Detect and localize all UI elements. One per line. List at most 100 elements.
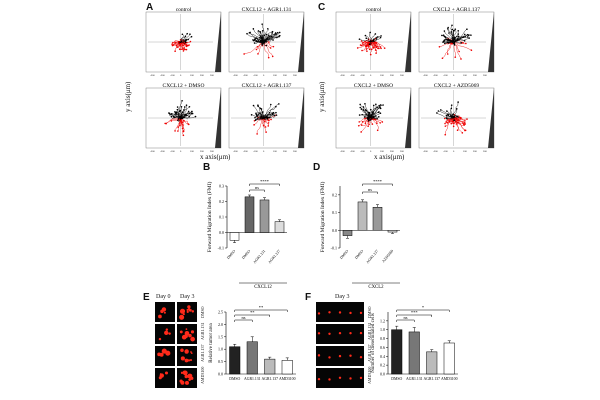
track-endpoint [457, 116, 459, 118]
cell-spot [328, 378, 331, 381]
scale-wedge [488, 88, 494, 148]
cell-spot [190, 336, 195, 342]
track-black [263, 35, 280, 43]
track-endpoint [275, 105, 277, 108]
track-endpoint [448, 32, 450, 34]
cell-spot [317, 332, 321, 335]
track-endpoint [246, 32, 248, 35]
y-axis-label: Number of disseminated cells [371, 313, 376, 373]
track-endpoint [444, 122, 446, 125]
cell-spot [328, 356, 331, 359]
track-endpoint [278, 34, 281, 37]
image-row-label: DMSO [200, 306, 205, 318]
cell-spot [180, 348, 184, 353]
track-endpoint [456, 129, 459, 132]
track-endpoint [452, 125, 455, 128]
cell-spot [161, 307, 167, 312]
track-endpoint [273, 114, 276, 117]
track-endpoint [248, 32, 251, 34]
track-black [370, 37, 377, 43]
cell-spot [180, 380, 185, 385]
track-red [359, 116, 371, 123]
track-endpoint [470, 34, 472, 36]
track-endpoint [379, 106, 381, 109]
track-endpoint [164, 122, 166, 125]
track-endpoint [177, 126, 179, 128]
y-tick-label: 1.0 [380, 327, 385, 332]
panel-e-label: E [143, 292, 150, 303]
panel-a-xlabel: x axis(μm) [200, 153, 231, 161]
track-endpoint [257, 113, 260, 115]
track-endpoint [369, 118, 371, 121]
track-endpoint [445, 38, 448, 40]
cell-spot [359, 355, 363, 359]
tick-label: 100 [190, 74, 195, 77]
track-endpoint [188, 44, 190, 46]
track-red [453, 41, 472, 51]
track-endpoint [462, 36, 465, 38]
track-endpoint [454, 28, 457, 30]
track-endpoint [272, 111, 275, 114]
category-label: DMSO [229, 377, 240, 381]
track-endpoint [436, 112, 438, 114]
track-endpoint [254, 116, 256, 119]
category-label: AMD3100 [441, 377, 458, 381]
track-black [255, 117, 264, 120]
track-endpoint [439, 109, 442, 111]
image-row-label: AGR1.131 [200, 322, 205, 340]
category-label: AGR1.131 [244, 377, 261, 381]
track-black [180, 33, 188, 43]
track-black [446, 39, 454, 43]
track-endpoint [455, 123, 458, 125]
track-endpoint [379, 36, 382, 39]
bar [229, 232, 240, 241]
track-endpoint [463, 122, 466, 124]
track-endpoint [276, 31, 279, 34]
track-endpoint [174, 130, 176, 132]
fluorescence-image [155, 302, 175, 322]
track-endpoint [271, 55, 274, 58]
track-endpoint [366, 50, 368, 52]
panel-f-col-day3: Day 3 [335, 294, 350, 300]
track-endpoint [444, 125, 447, 127]
track-endpoint [464, 123, 466, 125]
tick-label: 200 [390, 150, 395, 153]
track-endpoint [367, 119, 370, 122]
track-endpoint [179, 124, 181, 127]
track-endpoint [377, 36, 379, 38]
track-endpoint [359, 103, 361, 106]
track-endpoint [181, 127, 184, 130]
cell-spot [190, 376, 194, 380]
track-black [453, 30, 459, 43]
bar [357, 201, 368, 231]
cell-spot [349, 331, 352, 335]
track-endpoint [370, 48, 373, 51]
category-label: DMSO [391, 377, 402, 381]
significance-label: **** [373, 179, 383, 184]
track-endpoint [255, 40, 258, 43]
track-endpoint [364, 109, 367, 111]
track-endpoint [361, 49, 363, 52]
track-endpoint [278, 103, 280, 105]
tick-label: 300 [400, 150, 405, 153]
y-axis-label: Forward Migration Index (FMI) [206, 181, 213, 252]
track-endpoint [375, 52, 377, 54]
track-endpoint [177, 119, 179, 122]
track-endpoint [380, 47, 382, 50]
track-endpoint [267, 56, 270, 59]
track-endpoint [255, 48, 258, 51]
track-endpoint [380, 35, 382, 37]
tick-label: 200 [283, 74, 288, 77]
track-endpoint [448, 121, 451, 123]
track-endpoint [463, 33, 466, 36]
track-black [370, 112, 379, 119]
fluorescence-image [316, 368, 364, 388]
track-red [370, 41, 377, 48]
bar [281, 360, 293, 375]
track-endpoint [176, 106, 179, 108]
cell-spot [161, 348, 167, 354]
track-endpoint [257, 53, 259, 55]
bar [408, 331, 420, 375]
track-endpoint [186, 32, 189, 35]
track-black [263, 112, 274, 119]
